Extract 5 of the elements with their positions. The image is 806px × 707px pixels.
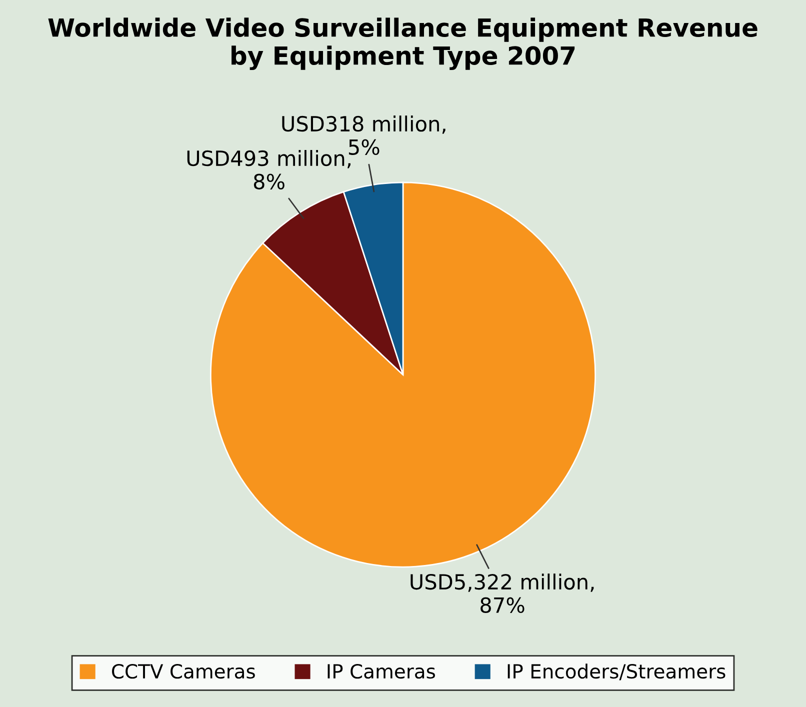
- legend-label: IP Encoders/Streamers: [508, 664, 726, 680]
- legend-label: CCTV Cameras: [112, 664, 255, 679]
- legend-label: IP Cameras: [328, 664, 435, 679]
- data-label: USD5,322 million, 87%: [410, 574, 594, 614]
- chart-title: Worldwide Video Surveillance Equipment Revenue by Equipment Type 2007: [48, 18, 758, 70]
